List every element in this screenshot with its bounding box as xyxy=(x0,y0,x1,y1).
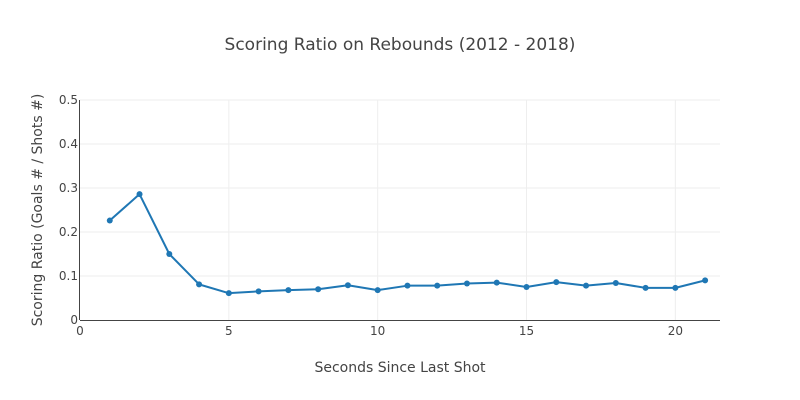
chart-title: Scoring Ratio on Rebounds (2012 - 2018) xyxy=(225,35,576,55)
data-point xyxy=(493,279,500,286)
y-tick-labels: 0 0.1 0.2 0.3 0.4 0.5 xyxy=(59,93,78,327)
x-tick-labels: 0 5 10 15 20 xyxy=(76,324,683,338)
x-tick-label: 20 xyxy=(668,324,683,338)
axes xyxy=(79,100,720,321)
data-point xyxy=(523,284,530,290)
x-tick-label: 15 xyxy=(519,324,534,338)
data-point xyxy=(583,282,590,289)
data-point xyxy=(404,282,411,289)
y-tick-label: 0 xyxy=(70,313,78,327)
data-point xyxy=(344,282,351,289)
data-point xyxy=(434,282,441,289)
x-tick-label: 5 xyxy=(225,324,233,338)
series-line xyxy=(109,193,706,295)
y-tick-label: 0.5 xyxy=(59,93,78,107)
data-point xyxy=(225,290,232,297)
y-tick-label: 0.3 xyxy=(59,181,78,195)
data-point xyxy=(612,280,619,287)
data-points xyxy=(106,191,709,297)
data-point xyxy=(642,284,649,291)
data-point xyxy=(463,280,470,287)
x-axis-title: Seconds Since Last Shot xyxy=(314,360,486,376)
data-point xyxy=(702,277,709,284)
data-point xyxy=(136,191,143,198)
data-point xyxy=(196,281,203,288)
data-point xyxy=(553,279,560,286)
grid xyxy=(80,99,720,320)
data-point xyxy=(166,251,173,257)
y-tick-label: 0.4 xyxy=(59,137,78,151)
x-tick-label: 10 xyxy=(370,324,385,338)
data-point xyxy=(106,217,113,224)
y-axis-title: Scoring Ratio (Goals # / Shots #) xyxy=(30,94,46,327)
data-point xyxy=(285,287,292,294)
data-point xyxy=(255,288,262,295)
data-point xyxy=(315,286,322,293)
y-tick-label: 0.2 xyxy=(59,225,78,239)
data-point xyxy=(374,287,381,294)
data-point xyxy=(672,284,679,291)
y-tick-label: 0.1 xyxy=(59,269,78,283)
x-tick-label: 0 xyxy=(76,324,84,338)
